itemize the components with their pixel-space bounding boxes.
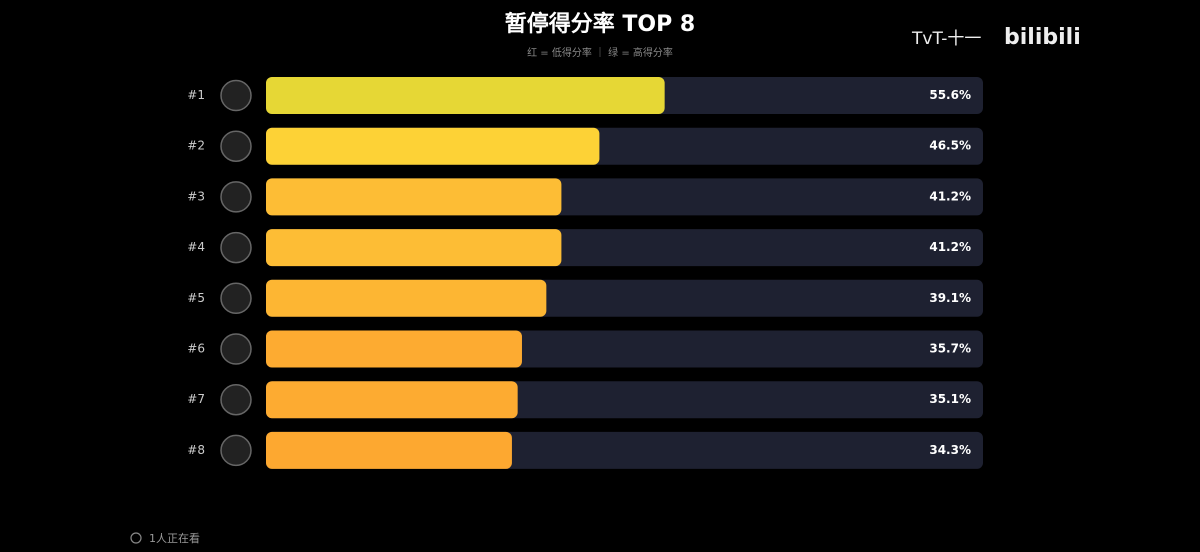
rank-label: #1 bbox=[187, 88, 205, 102]
chart-subtitle: 红 = 低得分率 ｜ 绿 = 高得分率 bbox=[527, 46, 673, 59]
rank-label: #7 bbox=[187, 392, 205, 406]
value-label: 35.1% bbox=[929, 392, 971, 406]
team-logo bbox=[220, 130, 252, 162]
value-label: 46.5% bbox=[929, 139, 971, 153]
bar bbox=[266, 229, 562, 267]
team-logo bbox=[220, 181, 252, 213]
uploader-watermark: TvT-十一 bbox=[911, 29, 981, 49]
rank-label: #6 bbox=[187, 342, 205, 356]
bar bbox=[266, 381, 518, 419]
value-label: 55.6% bbox=[929, 88, 971, 102]
bar bbox=[266, 178, 562, 216]
team-logo bbox=[220, 383, 252, 416]
bar bbox=[266, 330, 522, 368]
team-logo bbox=[220, 231, 252, 264]
value-label: 39.1% bbox=[929, 291, 971, 305]
viewer-count: 1人正在看 bbox=[149, 531, 200, 545]
value-label: 34.3% bbox=[929, 443, 971, 457]
team-logo bbox=[220, 79, 252, 112]
chart-title: 暂停得分率 TOP 8 bbox=[505, 11, 695, 37]
rank-label: #3 bbox=[187, 189, 205, 203]
bar bbox=[266, 431, 512, 469]
bar bbox=[266, 127, 600, 165]
value-label: 41.2% bbox=[929, 189, 971, 203]
team-logo bbox=[220, 333, 252, 365]
bar-rows: #1 55.6% #2 46.5% #3 41.2% #4 41.2% #5 39.1% #6 35.… bbox=[187, 77, 983, 469]
bar bbox=[266, 279, 547, 317]
team-logo bbox=[220, 282, 252, 315]
rank-label: #8 bbox=[187, 443, 205, 457]
rank-label: #4 bbox=[187, 240, 205, 254]
team-logo bbox=[220, 434, 252, 467]
bar bbox=[266, 77, 665, 114]
rank-label: #5 bbox=[187, 291, 205, 305]
rank-label: #2 bbox=[187, 139, 205, 153]
value-label: 35.7% bbox=[929, 342, 971, 356]
site-watermark: bilibili bbox=[1004, 25, 1081, 50]
value-label: 41.2% bbox=[929, 240, 971, 254]
viewer-icon bbox=[130, 532, 142, 544]
